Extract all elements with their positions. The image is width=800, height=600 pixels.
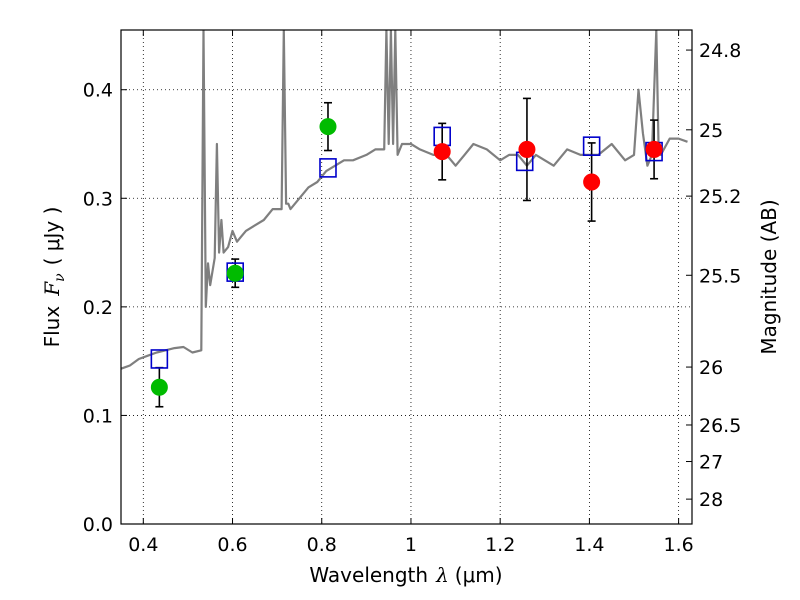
x-tick-label: 1.4 bbox=[574, 534, 604, 556]
y2-tick-label: 26 bbox=[699, 357, 723, 379]
x-tick-label: 0.6 bbox=[217, 534, 247, 556]
model-square-marker bbox=[319, 158, 337, 178]
red-data-point bbox=[645, 140, 663, 158]
x-tick-label: 0.4 bbox=[128, 534, 158, 556]
y-tick-label: 0.4 bbox=[83, 80, 113, 102]
x-tick-label: 1.2 bbox=[485, 534, 515, 556]
y2-tick-label: 24.8 bbox=[699, 40, 741, 62]
x-tick-label: 1 bbox=[405, 534, 417, 556]
y2-axis-label: Magnitude (AB) bbox=[757, 199, 781, 354]
green-data-point bbox=[150, 378, 168, 396]
x-tick-label: 0.8 bbox=[307, 534, 337, 556]
y-tick-label: 0.1 bbox=[83, 405, 113, 427]
red-data-point bbox=[433, 143, 451, 161]
y2-tick-label: 26.5 bbox=[699, 415, 741, 437]
model-square-marker bbox=[150, 349, 169, 369]
green-data-point bbox=[226, 264, 244, 282]
y2-tick-label: 25.2 bbox=[699, 186, 741, 208]
x-tick-label: 1.6 bbox=[664, 534, 694, 556]
y-tick-label: 0.0 bbox=[83, 514, 113, 536]
y2-tick-label: 25.5 bbox=[699, 265, 741, 287]
x-axis-label: Wavelength λ (μm) bbox=[309, 563, 502, 587]
y2-tick-label: 27 bbox=[699, 452, 723, 474]
axes-layer: 0.4 0.6 0.8 1 1.2 1.4 1.6 0.0 0.1 0.2 0.3 0.4 24.8 25… bbox=[83, 29, 741, 556]
y2-tick-label: 25 bbox=[699, 120, 723, 142]
y-axis-label: FluxFν( μJy ) bbox=[40, 207, 68, 348]
plot-frame bbox=[120, 29, 693, 525]
model-square-marker bbox=[582, 136, 601, 156]
red-data-point bbox=[583, 173, 601, 191]
y2-tick-label: 28 bbox=[699, 489, 723, 511]
green-data-point bbox=[319, 118, 337, 136]
spectrum-layer bbox=[121, 30, 688, 370]
y-tick-label: 0.3 bbox=[83, 188, 113, 210]
y-tick-label: 0.2 bbox=[83, 297, 113, 319]
red-data-point bbox=[518, 140, 536, 158]
spectrum-line bbox=[121, 30, 688, 370]
marker-layer bbox=[150, 118, 663, 396]
